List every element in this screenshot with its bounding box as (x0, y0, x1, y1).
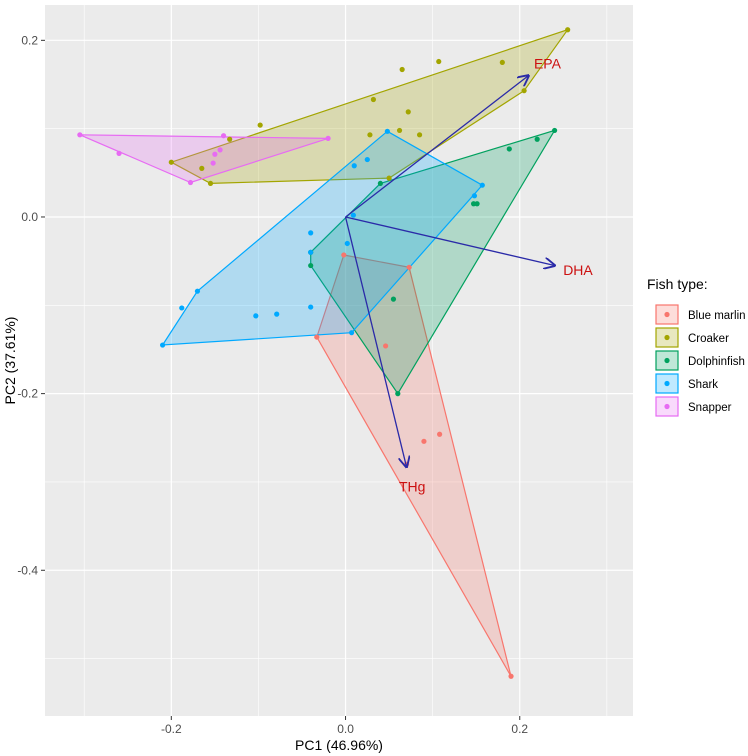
legend-key-point (664, 380, 670, 387)
loading-arrow-epa (345, 76, 529, 218)
point-blue-marlin (437, 431, 443, 437)
x-tick-label: -0.2 (161, 722, 182, 736)
hull-croaker (169, 28, 570, 185)
legend-item-blue-marlin: Blue marlin (655, 304, 746, 325)
x-axis-ticks: -0.2 0.0 0.2 (161, 716, 528, 736)
y-axis-title: PC2 (37.61%) (2, 317, 18, 405)
legend-item-croaker: Croaker (655, 327, 729, 348)
loading-arrow-thg (344, 216, 407, 467)
point-croaker (565, 27, 571, 33)
x-tick-label: 0.2 (511, 722, 528, 736)
point-snapper (116, 150, 122, 156)
point-croaker (199, 165, 205, 171)
point-croaker (227, 136, 233, 142)
point-dolphinfish (390, 296, 397, 302)
hull-shark (161, 130, 484, 346)
x-tick-label: 0.0 (337, 722, 354, 736)
point-shark (384, 128, 390, 134)
point-croaker (521, 88, 527, 94)
point-dolphinfish (377, 180, 383, 187)
y-tick-label: 0.0 (21, 210, 38, 224)
point-snapper (77, 132, 83, 138)
point-blue-marlin (421, 438, 427, 444)
loading-label-thg: THg (399, 478, 425, 494)
point-croaker (367, 132, 373, 138)
point-shark (308, 230, 314, 236)
point-croaker (399, 66, 405, 73)
legend-label: Shark (688, 379, 718, 391)
legend-key-point (664, 403, 670, 410)
point-blue-marlin (383, 343, 389, 349)
point-snapper (210, 160, 216, 166)
legend-key-point (664, 357, 670, 364)
loading-label-epa: EPA (534, 55, 562, 71)
point-shark (253, 313, 259, 319)
point-croaker (436, 58, 442, 65)
point-shark (479, 182, 485, 188)
point-shark (274, 311, 280, 317)
legend-item-dolphinfish: Dolphinfish (655, 350, 745, 371)
point-shark (194, 288, 201, 294)
point-croaker (405, 109, 411, 115)
point-croaker (396, 127, 403, 134)
hull-snapper (79, 134, 329, 184)
point-dolphinfish (395, 391, 401, 397)
point-blue-marlin (314, 334, 320, 340)
loading-arrows: EPA DHA THg (344, 55, 593, 494)
point-croaker (257, 122, 263, 128)
legend-item-snapper: Snapper (655, 396, 732, 417)
y-tick-label: 0.2 (21, 33, 38, 47)
point-snapper (220, 133, 227, 139)
y-tick-label: -0.4 (17, 563, 38, 577)
group-hulls (79, 28, 570, 677)
point-croaker (168, 159, 174, 165)
point-shark (344, 240, 350, 247)
point-snapper (187, 179, 194, 186)
point-dolphinfish (308, 262, 314, 269)
point-blue-marlin (406, 264, 412, 270)
point-shark (364, 156, 370, 163)
point-shark (160, 342, 166, 348)
point-shark (471, 193, 478, 199)
point-croaker (416, 132, 423, 138)
loading-label-dha: DHA (563, 262, 593, 278)
point-croaker (370, 96, 377, 103)
plot-panel (45, 5, 633, 716)
point-dolphinfish (534, 136, 540, 142)
point-snapper (212, 151, 218, 157)
legend-label: Croaker (688, 333, 729, 345)
point-snapper (217, 147, 223, 153)
point-shark (350, 212, 356, 218)
point-croaker (386, 175, 392, 181)
legend-label: Snapper (688, 402, 732, 414)
legend: Fish type: Blue marlin Croaker Dolphinfish… (647, 276, 746, 417)
point-croaker (207, 180, 214, 187)
loading-arrow-dha (345, 216, 555, 266)
point-shark (308, 249, 314, 255)
legend-item-shark: Shark (655, 373, 718, 394)
y-tick-label: -0.2 (17, 387, 38, 401)
point-croaker (499, 59, 505, 66)
point-blue-marlin (341, 252, 347, 258)
legend-key-point (664, 311, 670, 318)
point-dolphinfish (552, 127, 558, 134)
y-axis-ticks: 0.2 0.0 -0.2 -0.4 (17, 33, 45, 577)
legend-label: Blue marlin (688, 310, 746, 322)
legend-title: Fish type: (647, 276, 708, 292)
point-snapper (325, 135, 331, 141)
point-shark (351, 163, 357, 169)
point-blue-marlin (508, 673, 514, 679)
point-shark (308, 304, 314, 310)
legend-key-point (664, 334, 670, 341)
point-shark (179, 305, 185, 311)
point-shark (349, 330, 355, 336)
grid-lines (45, 5, 633, 716)
x-axis-title: PC1 (46.96%) (295, 737, 383, 753)
legend-label: Dolphinfish (688, 356, 745, 368)
point-dolphinfish (474, 201, 480, 207)
point-dolphinfish (506, 146, 512, 152)
